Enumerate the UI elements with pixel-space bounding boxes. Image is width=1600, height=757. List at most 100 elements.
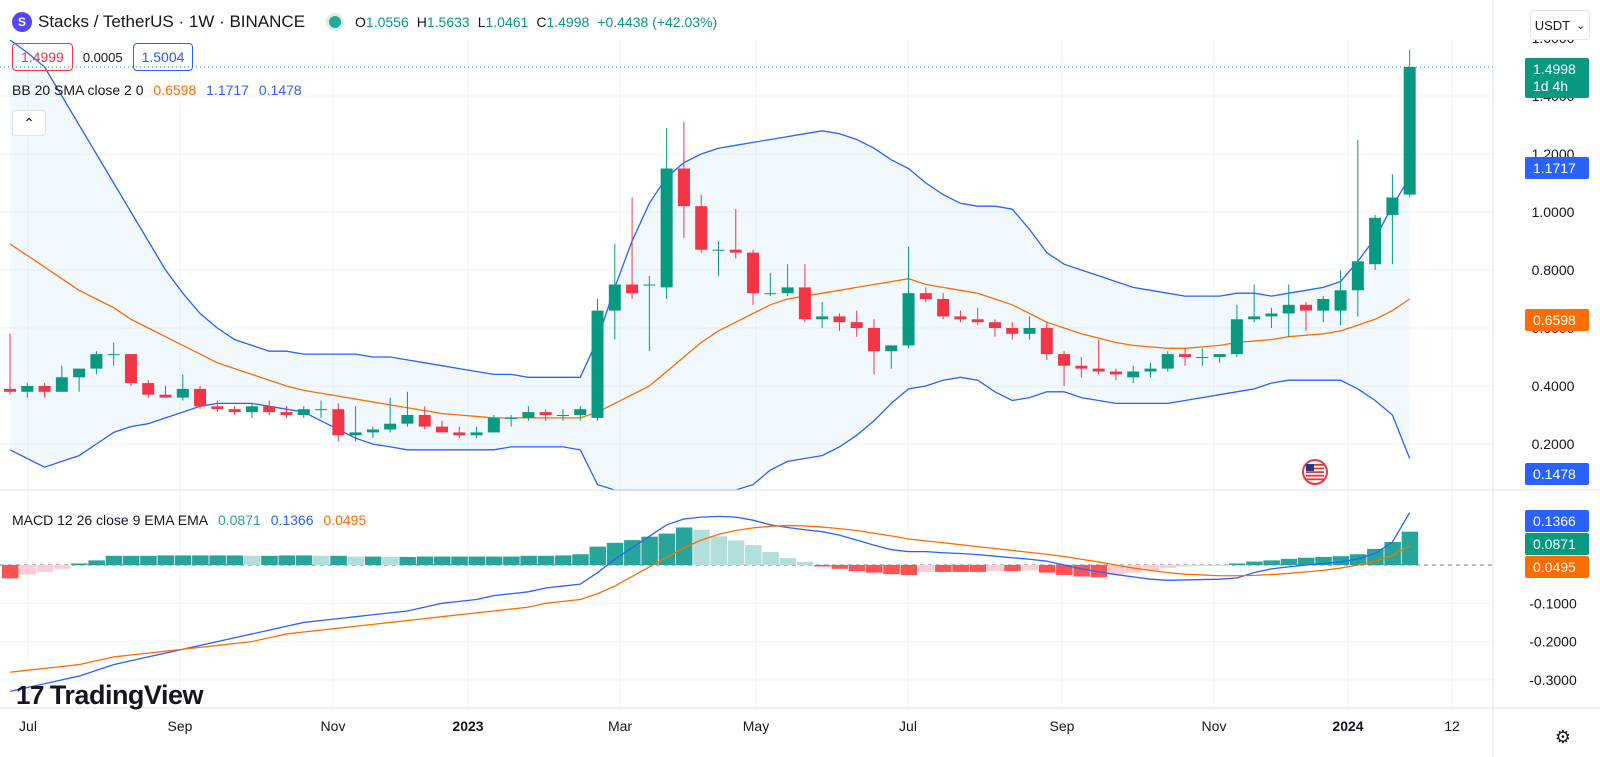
bb-legend[interactable]: BB 20 SMA close 2 0 0.6598 1.1717 0.1478 [12, 82, 308, 98]
macd-legend[interactable]: MACD 12 26 close 9 EMA EMA 0.0871 0.1366… [12, 512, 372, 528]
symbol-title[interactable]: Stacks / TetherUS · 1W · BINANCE [38, 12, 306, 31]
macd-histogram-bar [1125, 565, 1142, 573]
macd-histogram-bar [382, 556, 399, 565]
candle-body [798, 287, 811, 320]
candle-body [21, 386, 34, 392]
candle-body [712, 249, 725, 251]
macd-hist-label: 0.0871 [1525, 533, 1589, 555]
candle-body [1075, 365, 1088, 369]
market-status-icon[interactable] [329, 16, 342, 28]
gear-icon[interactable]: ⚙ [1554, 726, 1572, 747]
collapse-legend-button[interactable]: ⌃ [12, 110, 46, 136]
candle-body [1230, 319, 1243, 355]
macd-histogram-bar [1280, 558, 1298, 565]
macd-histogram-bar [675, 527, 693, 565]
flag-canton [1306, 464, 1314, 471]
macd-histogram-bar [1107, 565, 1125, 575]
time-axis-label: Nov [321, 718, 346, 734]
macd-histogram-bar [762, 551, 779, 565]
candle-body [1386, 197, 1399, 215]
bb-legend-label: BB 20 SMA close 2 0 [12, 82, 144, 98]
candle-body [1109, 371, 1122, 375]
candle-body [436, 426, 448, 433]
candle-body [228, 409, 241, 413]
time-axis-label: 2023 [452, 718, 483, 734]
tradingview-logo-icon: 17 [16, 680, 44, 710]
candle-body [677, 168, 690, 207]
macd-histogram-bar [935, 565, 952, 572]
candle-body [747, 252, 760, 294]
ohlc-open: O1.0556 [355, 14, 409, 30]
price-axis-tick: 0.4000 [1532, 378, 1575, 394]
price-change: +0.4438 (+42.03%) [597, 14, 718, 30]
macd-histogram-bar [1038, 565, 1056, 573]
macd-histogram-bar [1142, 565, 1159, 571]
macd-histogram-bar [796, 561, 814, 565]
ohlc-low: L1.0461 [478, 14, 529, 30]
macd-histogram-bar [1246, 561, 1263, 565]
macd-histogram-bar [572, 554, 589, 565]
macd-histogram-bar [745, 545, 762, 565]
macd-histogram-bar [986, 565, 1004, 572]
bb-basis-value: 0.6598 [153, 82, 197, 98]
macd-histogram-bar [554, 555, 572, 565]
candle-body [988, 322, 1001, 328]
tradingview-watermark[interactable]: 17 TradingView [16, 680, 203, 711]
macd-histogram-bar [710, 536, 727, 565]
candle-body [194, 388, 207, 407]
macd-histogram-bar [468, 556, 486, 565]
macd-histogram-bar [243, 555, 261, 565]
time-axis-label: Sep [1050, 718, 1075, 734]
low-value: 1.0461 [485, 14, 529, 30]
candle-body [349, 432, 362, 436]
macd-axis-tick: -0.3000 [1529, 672, 1577, 688]
macd-histogram-bar [1349, 554, 1367, 565]
candle-body [919, 293, 932, 299]
candle-body [1265, 313, 1278, 317]
macd-histogram-bar [1211, 565, 1229, 566]
candle-body [142, 383, 155, 395]
stacks-logo-icon[interactable]: S [12, 12, 32, 32]
candle-body [954, 316, 967, 320]
macd-histogram-bar [503, 556, 520, 565]
macd-signal-line [9, 524, 1410, 673]
macd-line-label: 0.1366 [1525, 510, 1589, 532]
us-flag-icon[interactable] [1302, 459, 1328, 485]
candle-body [816, 316, 829, 320]
macd-signal-value: 0.0495 [323, 512, 367, 528]
candle-body [695, 206, 708, 250]
last-price-value: 1.4998 [1533, 61, 1576, 77]
candle-body [937, 299, 950, 317]
macd-histogram-bar [1194, 565, 1211, 566]
bb-basis-label: 0.6598 [1525, 309, 1589, 331]
candle-body [660, 168, 673, 288]
high-label: H [416, 14, 427, 30]
time-axis-label: Jul [19, 718, 37, 734]
candle-body [366, 429, 379, 433]
candle-body [418, 415, 431, 427]
macd-histogram-bar [451, 556, 468, 565]
candle-body [1213, 354, 1226, 357]
bollinger-fill [10, 40, 1410, 490]
bb-lower-label: 0.1478 [1525, 463, 1589, 485]
currency-selector[interactable]: USDT ⌄ [1530, 10, 1590, 40]
time-axis-label: 12 [1444, 718, 1460, 734]
time-axis[interactable]: Jul Sep Nov 2023 Mar May Jul Sep Nov 2024 12 [19, 718, 1460, 734]
macd-histogram-bar [347, 556, 365, 565]
flag-stripe [1306, 471, 1324, 473]
bb-upper-label: 1.1717 [1525, 157, 1589, 179]
macd-histogram-bar [1384, 542, 1401, 565]
price-axis-tick: 1.0000 [1532, 204, 1575, 220]
macd-histogram-bar [1263, 560, 1280, 565]
candle-body [1351, 261, 1364, 291]
candle-body [1248, 316, 1261, 320]
candle-body [315, 409, 328, 411]
macd-histogram-bar [900, 565, 918, 575]
sell-button[interactable]: 1.4999 [12, 43, 73, 71]
candle-body [297, 409, 310, 415]
buy-button[interactable]: 1.5004 [132, 43, 194, 71]
macd-legend-label: MACD 12 26 close 9 EMA EMA [12, 512, 209, 528]
candle-body [55, 377, 68, 392]
